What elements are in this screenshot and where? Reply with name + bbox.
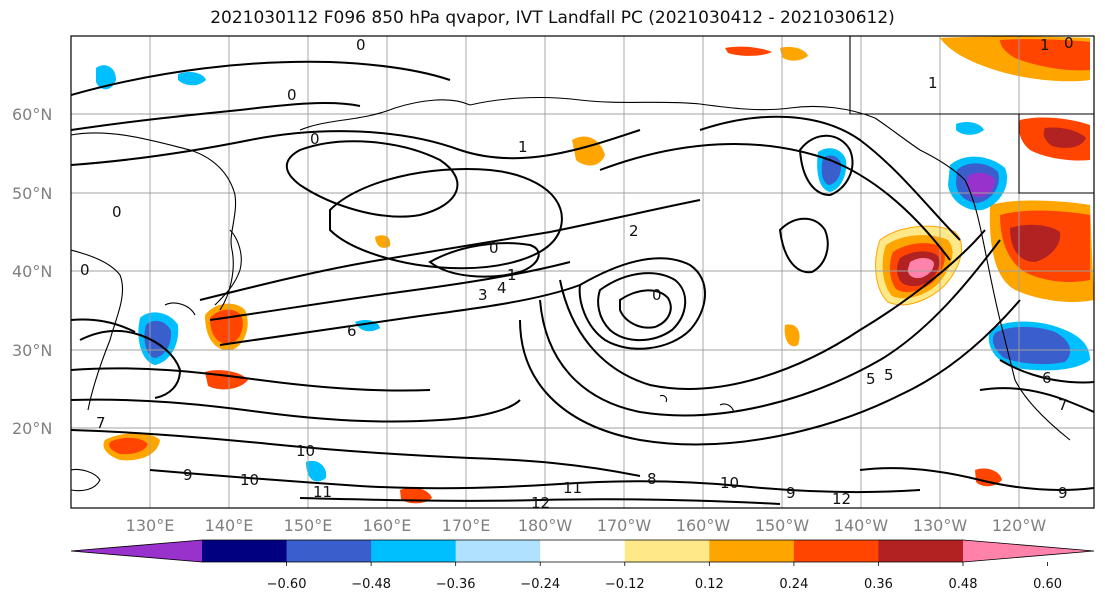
colorbar-bin: [202, 540, 288, 562]
contour-label: 0: [356, 36, 366, 54]
positive-anomaly-patch: [975, 468, 1002, 487]
contour-label: 0: [310, 130, 320, 148]
gridlines: [71, 36, 1094, 508]
contour-label: 10: [240, 471, 259, 489]
contour-label: 12: [531, 494, 550, 512]
negative-anomaly-patch: [178, 72, 206, 86]
colorbar-bin: [540, 540, 626, 562]
positive-anomaly-patch: [1043, 127, 1086, 148]
contour-label: 2: [629, 222, 639, 240]
negative-anomaly-patch: [306, 460, 327, 482]
contour-label: 7: [1058, 396, 1068, 414]
positive-anomaly-patch: [780, 46, 808, 61]
colorbar-tick-label: −0.60: [267, 577, 307, 592]
contour-label: 1: [1040, 36, 1050, 54]
positive-anomaly-patch: [907, 257, 934, 279]
negative-anomaly-patch: [956, 122, 984, 135]
contour-label: 9: [183, 466, 193, 484]
contour-label: 6: [1042, 369, 1052, 387]
lon-label: 140°W: [834, 516, 889, 535]
colorbar-tick-label: 0.12: [695, 577, 724, 592]
colorbar-tick-label: −0.36: [436, 577, 476, 592]
contour-label: 0: [1064, 34, 1074, 52]
contour-label: 12: [832, 490, 851, 508]
colorbar-bin: [371, 540, 457, 562]
colorbar-bin: [624, 540, 710, 562]
contour-label: 7: [96, 414, 106, 432]
contour-label: 0: [287, 86, 297, 104]
colorbar-tick-label: −0.24: [520, 577, 560, 592]
colorbar-tick-label: 0.36: [864, 577, 893, 592]
contour-label: 3: [478, 286, 488, 304]
colorbar-extend-high: [963, 540, 1094, 562]
contour-label: 11: [313, 483, 332, 501]
coastlines: [71, 36, 1094, 492]
negative-anomaly-patch: [992, 326, 1071, 365]
colorbar-tick-label: 0.60: [1033, 577, 1062, 592]
lon-label: 120°W: [992, 516, 1047, 535]
contour-label: 0: [652, 286, 662, 304]
positive-anomaly-patch: [784, 324, 800, 347]
lon-label: 150°W: [755, 516, 810, 535]
lon-label: 180°W: [518, 516, 573, 535]
positive-anomaly-patch: [725, 46, 772, 56]
lat-label-40n: 40°N: [12, 262, 52, 281]
contour-label: 10: [296, 442, 315, 460]
contour-label: 0: [80, 261, 90, 279]
colorbar-outline: [70, 539, 1095, 563]
contour-label: 1: [928, 74, 938, 92]
contour-label: 10: [720, 474, 739, 492]
colorbar-extend-low: [71, 540, 202, 562]
lon-label: 170°E: [442, 516, 491, 535]
ivt-contours: [71, 60, 1094, 505]
colorbar-tick-label: −0.12: [605, 577, 645, 592]
colorbar-bin: [286, 540, 372, 562]
contour-label: 0: [489, 239, 499, 257]
positive-anomaly-patch: [1010, 224, 1061, 262]
negative-anomaly-patch: [967, 172, 995, 197]
colorbar: −0.60 −0.48 −0.36 −0.24 −0.12 0.12 0.24 0.36 0.4…: [70, 539, 1095, 592]
map-border: [70, 35, 1095, 509]
contour-label: 5: [884, 366, 894, 384]
colorbar-tick-label: 0.48: [949, 577, 978, 592]
colorbar-bin: [878, 540, 964, 562]
lat-label-60n: 60°N: [12, 105, 52, 124]
lon-label: 160°E: [363, 516, 412, 535]
contour-label: 0: [112, 203, 122, 221]
contour-label: 1: [518, 138, 528, 156]
lon-label: 130°W: [913, 516, 968, 535]
lon-label: 170°W: [597, 516, 652, 535]
contour-label: 11: [563, 479, 582, 497]
lat-label-20n: 20°N: [12, 419, 52, 438]
positive-anomaly-patch: [375, 235, 391, 248]
contour-label: 5: [866, 370, 876, 388]
negative-anomaly-patch: [96, 65, 116, 90]
lat-label-30n: 30°N: [12, 341, 52, 360]
positive-anomaly-patch: [109, 437, 148, 455]
map-title: 2021030112 F096 850 hPa qvapor, IVT Land…: [210, 8, 895, 28]
contour-label: 9: [786, 484, 796, 502]
latitude-axis: 60°N 50°N 40°N 30°N 20°N: [12, 105, 52, 438]
colorbar-tick-label: 0.24: [779, 577, 808, 592]
lon-label: 160°W: [676, 516, 731, 535]
colorbar-bin: [709, 540, 795, 562]
contour-label: 8: [647, 470, 657, 488]
longitude-axis: 130°E 140°E 150°E 160°E 170°E 180°W 170°…: [126, 516, 1047, 535]
contour-labels: 0 0 0 0 1 2 0 1 3 4 0 6 5 5 6 7 8 9 10 1…: [80, 34, 1074, 512]
contour-label: 6: [347, 322, 357, 340]
colorbar-tick-label: −0.48: [351, 577, 391, 592]
lon-label: 150°E: [284, 516, 333, 535]
contour-label: 9: [1058, 484, 1068, 502]
lat-label-50n: 50°N: [12, 184, 52, 203]
lon-label: 130°E: [126, 516, 175, 535]
colorbar-bin: [793, 540, 879, 562]
lon-label: 140°E: [205, 516, 254, 535]
contour-label: 1: [507, 266, 517, 284]
colorbar-bin: [455, 540, 541, 562]
contour-label: 4: [497, 279, 507, 297]
positive-anomaly-patch: [1000, 39, 1090, 71]
